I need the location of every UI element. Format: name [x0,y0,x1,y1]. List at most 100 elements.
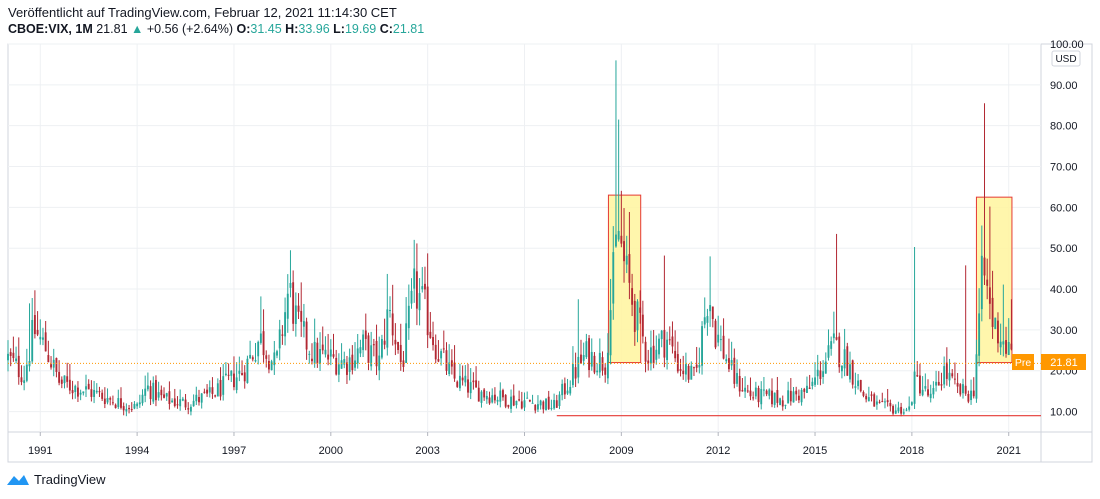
candle-down [203,388,206,394]
candle-down [555,394,558,409]
x-tick-label: 2021 [996,445,1020,457]
candle-down [746,384,749,393]
candle-up [609,278,612,365]
candle-up [195,386,198,406]
candle-down [881,392,884,403]
candle-down [475,366,478,388]
candle-up [289,250,292,298]
candle-up [284,297,287,346]
candle-down [9,348,12,367]
candle-down [364,313,367,351]
candle-down [819,361,822,386]
candle-up [806,376,808,394]
symbol-name[interactable]: CBOE:VIX, 1M [8,22,93,36]
candle-up [962,378,964,399]
candle-down [878,399,881,404]
candle-up [189,404,192,416]
candle-down [504,394,507,409]
candle-up [440,348,443,366]
candle-up [491,388,494,404]
candle-down [327,333,330,366]
candle-down [12,336,15,362]
candle-up [208,380,211,398]
candle-down [682,355,685,380]
candle-down [68,363,71,395]
candle-up [458,363,461,392]
candle-up [499,382,502,408]
candle-up [655,335,658,365]
candle-down [771,378,773,408]
candle-up [830,336,833,356]
candle-down [206,384,209,397]
candle-up [598,338,601,379]
candle-down [738,368,741,397]
candle-up [125,403,128,417]
candle-up [539,399,542,410]
candle-up [658,333,660,359]
candle-down [477,380,480,402]
price-tag[interactable]: Pre 21.81 [1012,354,1086,370]
candle-up [760,381,763,410]
candle-up [531,394,534,404]
candle-down [835,233,838,341]
candle-down [432,321,434,351]
candle-up [138,394,141,408]
candle-up [897,401,900,414]
candle-down [671,321,674,354]
candle-up [421,267,424,293]
candle-down [90,380,93,402]
candle-down [757,385,760,408]
x-tick-label: 2006 [512,445,536,457]
candle-up [82,391,85,396]
candle-down [111,395,114,406]
time-axis[interactable]: 1991 1994 1997 2000 2003 2006 2009 2012 2015 2018… [28,432,1021,457]
candle-down [346,355,348,385]
candle-up [270,359,273,371]
candle-up [319,332,321,372]
candle-up [849,351,851,383]
candle-up [875,395,878,410]
candle-down [668,326,671,345]
candle-down [17,337,20,385]
candle-down [776,376,779,408]
price-change: +0.56 (+2.64%) [146,22,234,36]
open-value: 31.45 [250,22,282,36]
candle-down [641,300,644,344]
candle-up [324,336,327,358]
candle-up [354,342,356,371]
up-arrow-icon: ▲ [131,22,144,36]
candle-up [537,395,539,413]
candle-down [518,390,521,402]
candle-down [765,389,768,397]
candle-up [230,370,233,383]
candle-down [644,336,647,373]
candle-down [964,265,967,396]
candle-up [719,325,722,352]
candle-down [588,335,591,378]
candle-down [749,377,752,401]
candle-down [663,255,666,368]
candle-down [865,393,868,403]
candle-down [919,363,921,397]
x-tick-label: 1991 [28,445,52,457]
candle-up [929,384,932,403]
candle-up [15,346,18,364]
candle-up [787,381,790,404]
x-tick-label: 2009 [609,445,633,457]
candle-down [988,206,991,320]
candles [7,60,1013,417]
candle-down [394,323,397,356]
candle-up [884,398,886,409]
candle-down [109,396,112,406]
candle-down [674,330,677,363]
candle-up [117,389,120,409]
candle-up [257,340,260,365]
candle-down [752,391,755,401]
candle-down [50,356,52,370]
candle-up [666,331,669,370]
candle-up [389,296,391,318]
candle-up [843,328,846,377]
candle-down [321,326,324,355]
candle-down [281,325,284,345]
